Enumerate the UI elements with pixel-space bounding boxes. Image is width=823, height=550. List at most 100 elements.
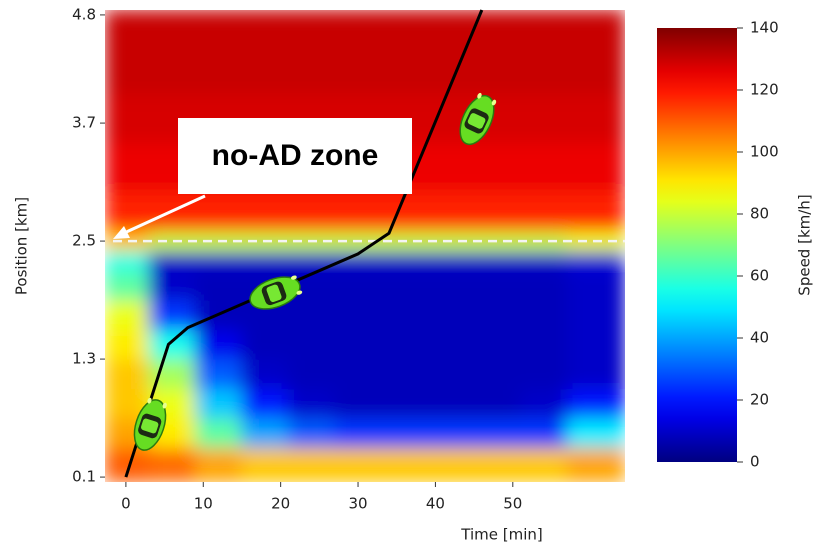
heat-cell — [287, 299, 336, 331]
heat-cell — [287, 447, 336, 482]
heat-cell — [520, 250, 568, 272]
heat-cell — [427, 10, 475, 95]
heat-cell — [473, 329, 522, 360]
heat-cell — [473, 142, 522, 193]
heatmap — [105, 10, 625, 482]
heat-cell — [148, 447, 197, 482]
heat-cell — [380, 10, 429, 95]
y-tick-label: 2.5 — [72, 232, 96, 250]
heat-cell — [148, 230, 197, 252]
heat-cell — [520, 270, 568, 301]
heat-cell — [287, 191, 336, 232]
y-tick-label: 4.8 — [72, 5, 96, 23]
heat-cell — [566, 417, 625, 449]
heat-cell — [241, 447, 289, 482]
heat-cell — [334, 299, 382, 331]
heat-cell — [520, 329, 568, 360]
heat-cell — [334, 250, 382, 272]
colorbar-title: Speed [km/h] — [796, 194, 814, 295]
heat-cell — [473, 191, 522, 232]
heat-cell — [105, 270, 150, 301]
heat-cell — [566, 299, 625, 331]
heat-cell — [195, 358, 243, 390]
heat-cell — [148, 329, 197, 360]
heat-cell — [520, 142, 568, 193]
heat-cell — [566, 191, 625, 232]
heat-cell — [195, 250, 243, 272]
heat-cell — [334, 417, 382, 449]
heat-cell — [520, 93, 568, 144]
heat-cell — [334, 270, 382, 301]
heat-cell — [241, 10, 289, 95]
y-tick-label: 1.3 — [72, 350, 96, 368]
heat-cell — [427, 270, 475, 301]
colorbar-tick-label: 60 — [750, 267, 769, 285]
heat-cell — [520, 417, 568, 449]
heat-cell — [287, 329, 336, 360]
heat-cell — [566, 142, 625, 193]
heat-cell — [520, 10, 568, 95]
heat-cell — [427, 299, 475, 331]
heat-cell — [195, 10, 243, 95]
heat-cell — [473, 250, 522, 272]
heat-cell — [427, 329, 475, 360]
colorbar-tick-label: 40 — [750, 329, 769, 347]
x-tick-label: 30 — [348, 495, 367, 513]
heat-cell — [473, 417, 522, 449]
heat-cell — [334, 447, 382, 482]
heat-cell — [287, 250, 336, 272]
colorbar-tick-label: 140 — [750, 19, 779, 37]
heat-cell — [473, 270, 522, 301]
heat-cell — [520, 230, 568, 252]
heat-cell — [520, 447, 568, 482]
annotation-arrowhead — [113, 226, 130, 239]
heat-cell — [427, 417, 475, 449]
heat-cell — [427, 191, 475, 232]
heat-cell — [148, 10, 197, 95]
heat-cell — [520, 358, 568, 390]
heat-cell — [566, 358, 625, 390]
colorbar-tick-label: 100 — [750, 143, 779, 161]
heat-cell — [380, 417, 429, 449]
heat-cell — [241, 417, 289, 449]
heat-cell — [566, 447, 625, 482]
x-tick-label: 0 — [121, 495, 131, 513]
heat-cell — [473, 358, 522, 390]
heat-cell — [241, 191, 289, 232]
y-tick-label: 3.7 — [72, 114, 96, 132]
heat-cell — [334, 191, 382, 232]
annotation: no-AD zone — [212, 139, 379, 172]
heat-cell — [566, 329, 625, 360]
heat-cell — [427, 250, 475, 272]
heat-cell — [334, 329, 382, 360]
y-axis-title: Position [km] — [13, 197, 31, 295]
heat-cell — [148, 270, 197, 301]
annotation-box — [178, 118, 412, 194]
heat-cell — [334, 358, 382, 390]
x-tick-label: 20 — [271, 495, 290, 513]
heat-cell — [380, 329, 429, 360]
heat-cell — [334, 388, 382, 419]
heat-cell — [287, 10, 336, 95]
heat-cell — [566, 388, 625, 419]
x-tick-label: 10 — [194, 495, 213, 513]
heat-cell — [380, 270, 429, 301]
colorbar — [657, 28, 737, 462]
heat-cell — [473, 447, 522, 482]
heat-cell — [105, 142, 150, 193]
colorbar-tick-label: 80 — [750, 205, 769, 223]
heat-cell — [427, 142, 475, 193]
heat-cell — [473, 10, 522, 95]
heat-cell — [105, 329, 150, 360]
heat-cell — [105, 250, 150, 272]
heat-cell — [427, 388, 475, 419]
heat-cell — [105, 299, 150, 331]
heat-cell — [241, 358, 289, 390]
heat-cell — [241, 250, 289, 272]
heat-cell — [148, 250, 197, 272]
heat-cell — [473, 388, 522, 419]
heat-cell — [105, 93, 150, 144]
heat-cell — [195, 417, 243, 449]
heat-cell — [473, 230, 522, 252]
